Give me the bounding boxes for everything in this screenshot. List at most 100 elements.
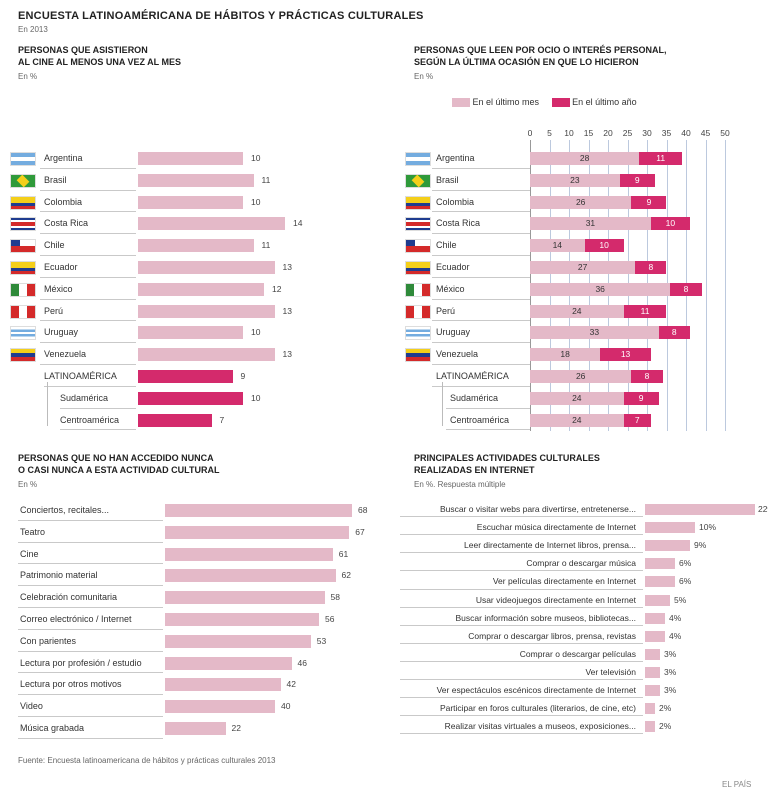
reading-row-line bbox=[432, 233, 530, 235]
reading-category-label: México bbox=[436, 283, 465, 294]
noaccess-row-line bbox=[18, 628, 163, 630]
internet-row-line bbox=[400, 715, 643, 717]
noaccess-value-label: 61 bbox=[338, 548, 349, 559]
internet-category-label: Ver espectáculos escénicos directamente … bbox=[436, 685, 636, 695]
internet-category-label: Buscar o visitar webs para divertirse, e… bbox=[439, 504, 636, 514]
cinema-row-line bbox=[40, 276, 136, 278]
reading-bar-month bbox=[530, 304, 624, 318]
reading-category-label: Chile bbox=[436, 240, 457, 251]
cinema-row-line bbox=[40, 342, 136, 344]
flag-ecuador-icon bbox=[405, 261, 431, 275]
cinema-bar bbox=[138, 326, 243, 340]
reading-x-tick-label: 0 bbox=[527, 128, 533, 138]
cinema-value-label: 10 bbox=[251, 153, 261, 163]
noaccess-category-label: Lectura por profesión / estudio bbox=[20, 657, 142, 668]
reading-bar-year bbox=[623, 413, 651, 427]
noaccess-value-label: 67 bbox=[355, 526, 365, 537]
panel4-heading-line2: REALIZADAS EN INTERNET bbox=[414, 465, 535, 475]
cinema-value-label: 9 bbox=[240, 371, 246, 381]
reading-bar-year bbox=[658, 326, 690, 340]
internet-bar bbox=[645, 685, 660, 696]
panel4-unit: En %. Respuesta múltiple bbox=[414, 480, 506, 489]
reading-month-value: 26 bbox=[575, 196, 586, 207]
reading-month-value: 14 bbox=[552, 240, 563, 251]
cinema-value-label: 14 bbox=[293, 218, 303, 229]
cinema-row-line bbox=[40, 320, 136, 322]
page-title: ENCUESTA LATINOAMÉRICANA DE HÁBITOS Y PR… bbox=[18, 10, 424, 22]
noaccess-row-line bbox=[18, 716, 163, 717]
reading-year-value: 8 bbox=[671, 327, 677, 338]
cinema-category-label: Centroamérica bbox=[60, 414, 120, 425]
reading-category-label: Perú bbox=[436, 305, 456, 316]
noaccess-value-label: 56 bbox=[325, 614, 335, 624]
reading-month-value: 31 bbox=[585, 218, 596, 229]
noaccess-value-label: 62 bbox=[341, 570, 351, 581]
reading-month-value: 24 bbox=[572, 305, 582, 316]
reading-category-label: Ecuador bbox=[436, 262, 470, 272]
internet-row-line bbox=[400, 733, 643, 735]
reading-category-label: Uruguay bbox=[436, 327, 471, 338]
internet-bar bbox=[645, 522, 695, 534]
panel1-unit: En % bbox=[18, 72, 38, 81]
internet-category-label: Buscar información sobre museos, bibliot… bbox=[455, 612, 636, 623]
cinema-value-label: 13 bbox=[282, 262, 292, 272]
noaccess-category-label: Teatro bbox=[20, 526, 46, 537]
noaccess-value-label: 53 bbox=[316, 635, 327, 646]
reading-category-label: Costa Rica bbox=[436, 218, 481, 229]
reading-bar-month bbox=[530, 217, 651, 231]
reading-category-label: Colombia bbox=[436, 196, 475, 207]
cinema-value-label: 7 bbox=[219, 414, 225, 425]
internet-value-label: 10% bbox=[699, 522, 717, 533]
reading-bar-year bbox=[631, 195, 667, 209]
noaccess-category-label: Patrimonio material bbox=[20, 570, 98, 581]
reading-gridline bbox=[705, 140, 707, 432]
panel1-heading-line2: AL CINE AL MENOS UNA VEZ AL MES bbox=[18, 57, 182, 67]
cinema-bar bbox=[138, 239, 254, 253]
reading-month-value: 23 bbox=[570, 174, 580, 185]
noaccess-category-label: Celebración comunitaria bbox=[20, 592, 118, 603]
cinema-bar bbox=[138, 195, 243, 209]
cinema-value-label: 10 bbox=[251, 327, 261, 338]
flag-chile-icon bbox=[10, 239, 36, 254]
cinema-bar bbox=[138, 282, 264, 296]
cinema-category-label: Sudamérica bbox=[60, 392, 109, 403]
internet-value-label: 4% bbox=[669, 612, 682, 623]
flag-uruguay-icon bbox=[10, 326, 36, 341]
flag-ecuador-icon bbox=[10, 261, 36, 275]
internet-category-label: Ver televisión bbox=[585, 666, 636, 677]
legend: En el último mes En el último año bbox=[452, 97, 637, 108]
flag-argentina-icon bbox=[405, 152, 431, 166]
reading-year-value: 10 bbox=[665, 218, 676, 229]
legend-swatch-month bbox=[452, 98, 470, 108]
internet-category-label: Ver películas directamente en Internet bbox=[492, 576, 636, 587]
reading-bar-month bbox=[530, 413, 624, 427]
noaccess-bar bbox=[165, 722, 226, 735]
noaccess-category-label: Video bbox=[20, 701, 43, 712]
flag-venezuela-icon bbox=[405, 348, 431, 363]
credit-label: EL PAÍS bbox=[722, 780, 752, 789]
panel2-unit: En % bbox=[414, 72, 434, 81]
internet-bar bbox=[645, 703, 655, 715]
internet-category-label: Participar en foros culturales (literari… bbox=[439, 703, 636, 714]
internet-bar bbox=[645, 576, 675, 588]
internet-category-label: Comprar o descargar películas bbox=[519, 648, 636, 659]
noaccess-category-label: Cine bbox=[20, 548, 39, 559]
reading-x-tick-label: 40 bbox=[681, 128, 691, 138]
cinema-bar bbox=[138, 217, 285, 231]
reading-year-value: 9 bbox=[646, 196, 652, 207]
flag-costarica-icon bbox=[405, 217, 431, 232]
flag-peru-icon bbox=[405, 304, 431, 319]
reading-row-line bbox=[432, 167, 530, 169]
internet-value-label: 6% bbox=[679, 576, 692, 587]
panel2-heading-line2: SEGÚN LA ÚLTIMA OCASIÓN EN QUE LO HICIER… bbox=[414, 57, 639, 67]
reading-year-value: 11 bbox=[656, 153, 666, 163]
noaccess-bar bbox=[165, 634, 311, 648]
internet-row-line bbox=[400, 679, 643, 680]
noaccess-value-label: 40 bbox=[281, 701, 291, 712]
reading-bar-year bbox=[619, 173, 655, 187]
internet-value-label: 3% bbox=[664, 666, 677, 677]
source-note: Fuente: Encuesta latinoamericana de hábi… bbox=[18, 756, 276, 765]
noaccess-value-label: 22 bbox=[231, 723, 241, 733]
noaccess-row-line bbox=[18, 607, 163, 608]
noaccess-row-line bbox=[18, 672, 163, 674]
